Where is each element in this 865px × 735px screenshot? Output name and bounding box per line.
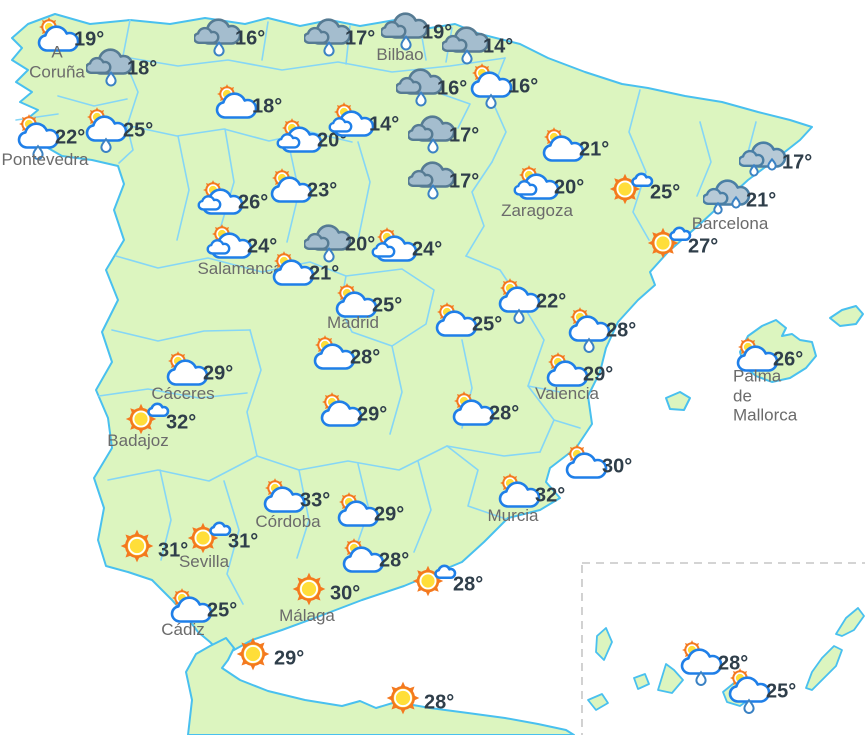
sun-with-small-cloud-icon [409, 558, 457, 608]
temperature-label: 32° [535, 484, 566, 507]
temperature-label: 32° [166, 411, 197, 434]
canary-islands-inset [581, 562, 865, 735]
temperature-label: 23° [307, 179, 338, 202]
temperature-label: 25° [123, 119, 154, 142]
sun-icon [113, 524, 161, 574]
city-label: Barcelona [691, 214, 769, 234]
temperature-label: 29° [357, 403, 388, 426]
sun-icon [229, 632, 277, 682]
city-label: A Coruña [29, 42, 85, 81]
temperature-label: 28° [424, 691, 455, 714]
temperature-label: 29° [203, 362, 234, 385]
dark-cloud-two-drops-icon [703, 170, 751, 220]
sun-cloud-raindrop-icon [466, 61, 514, 111]
temperature-label: 21° [746, 189, 777, 212]
temperature-label: 20° [554, 176, 585, 199]
temperature-label: 24° [247, 235, 278, 258]
temperature-label: 19° [74, 28, 105, 51]
temperature-label: 22° [55, 126, 86, 149]
city-label: Valencia [535, 384, 599, 404]
city-label: Córdoba [255, 512, 321, 532]
temperature-label: 16° [235, 27, 266, 50]
temperature-label: 14° [369, 113, 400, 136]
temperature-label: 26° [773, 348, 804, 371]
sun-with-small-cloud-icon [644, 220, 692, 270]
sun-cloud-raindrop-icon [676, 638, 724, 688]
temperature-label: 17° [345, 27, 376, 50]
temperature-label: 28° [718, 652, 749, 675]
temperature-label: 17° [449, 124, 480, 147]
sun-cloud-raindrop-icon [81, 105, 129, 155]
sun-icon [379, 676, 427, 726]
temperature-label: 28° [350, 346, 381, 369]
temperature-label: 25° [207, 599, 238, 622]
temperature-label: 30° [602, 455, 633, 478]
temperature-label: 16° [508, 75, 539, 98]
temperature-label: 25° [372, 294, 403, 317]
temperature-label: 27° [688, 235, 719, 258]
temperature-label: 30° [330, 582, 361, 605]
sun-cloud-raindrop-icon [564, 305, 612, 355]
city-label: Murcia [487, 506, 539, 526]
city-label: Palma de Mallorca [733, 366, 798, 425]
temperature-label: 33° [300, 489, 331, 512]
city-label: Zaragoza [501, 201, 573, 221]
temperature-label: 25° [650, 181, 681, 204]
temperature-label: 29° [274, 647, 305, 670]
temperature-label: 29° [374, 503, 405, 526]
temperature-label: 25° [472, 313, 503, 336]
city-label: Bilbao [376, 45, 424, 65]
temperature-label: 20° [345, 233, 376, 256]
north-africa-coast [185, 637, 575, 735]
temperature-label: 19° [422, 21, 453, 44]
temperature-label: 24° [412, 238, 443, 261]
temperature-label: 18° [127, 57, 158, 80]
city-label: Pontevedra [1, 150, 89, 170]
temperature-label: 17° [782, 151, 813, 174]
temperature-label: 21° [579, 138, 610, 161]
city-label: Salamanca [197, 259, 283, 279]
city-label: Badajoz [107, 431, 169, 451]
city-label: Sevilla [178, 552, 230, 572]
temperature-label: 18° [252, 95, 283, 118]
sun-with-small-cloud-icon [606, 166, 654, 216]
city-label: Cáceres [151, 384, 215, 404]
temperature-label: 21° [309, 262, 340, 285]
temperature-label: 31° [228, 530, 259, 553]
temperature-label: 22° [536, 290, 567, 313]
temperature-label: 16° [437, 77, 468, 100]
temperature-label: 14° [483, 35, 514, 58]
temperature-label: 28° [379, 549, 410, 572]
temperature-label: 25° [766, 680, 797, 703]
temperature-label: 28° [606, 319, 637, 342]
sun-cloud-raindrop-icon [724, 666, 772, 716]
temperature-label: 29° [583, 363, 614, 386]
temperature-label: 26° [238, 191, 269, 214]
temperature-label: 31° [158, 539, 189, 562]
city-label: Málaga [279, 606, 335, 626]
sun-cloud-raindrop-icon [494, 276, 542, 326]
temperature-label: 28° [489, 402, 520, 425]
city-label: Madrid [327, 313, 379, 333]
temperature-label: 17° [449, 170, 480, 193]
city-label: Cádiz [161, 620, 205, 640]
temperature-label: 28° [453, 573, 484, 596]
